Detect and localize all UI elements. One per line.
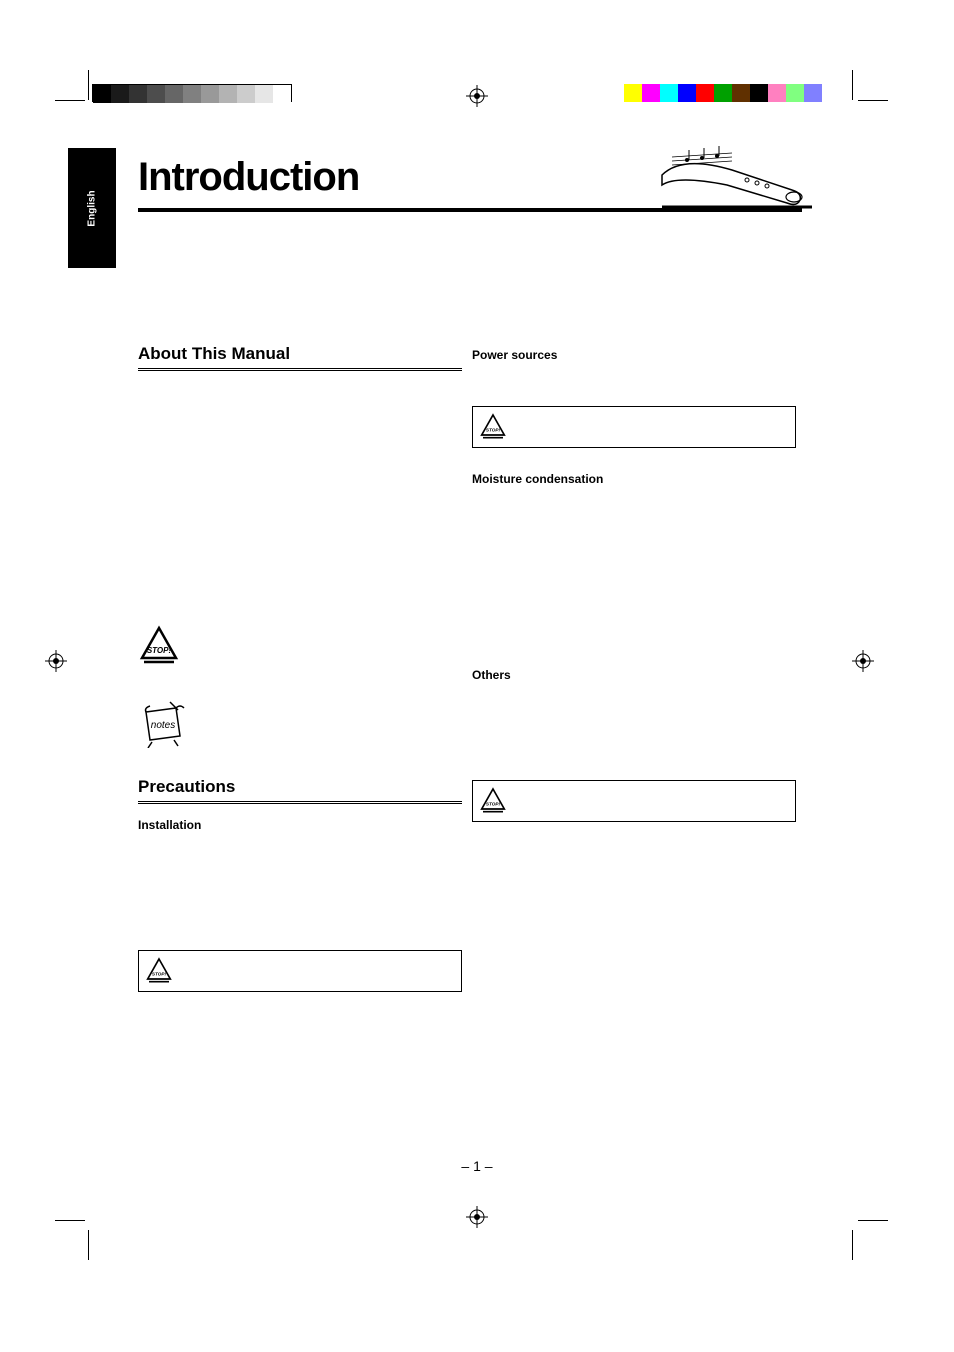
language-tab: English [68, 148, 116, 268]
page-number: – 1 – [0, 1158, 954, 1174]
svg-text:notes: notes [151, 720, 175, 731]
grayscale-bar [92, 84, 292, 102]
crop-mark [88, 1230, 89, 1260]
crop-mark [852, 70, 853, 100]
svg-text:STOP!: STOP! [486, 802, 501, 807]
color-bar [624, 84, 822, 102]
crop-mark [858, 100, 888, 101]
stop-callout: STOP! [138, 950, 462, 992]
stop-callout: STOP! [472, 780, 796, 822]
right-column: Power sources STOP! Moisture condensatio… [472, 344, 796, 832]
svg-text:STOP!: STOP! [147, 646, 172, 655]
crop-mark [55, 100, 85, 101]
notes-icon: notes [138, 700, 462, 753]
registration-target-icon [466, 1206, 488, 1228]
language-label: English [87, 190, 98, 226]
registration-target-icon [466, 85, 488, 107]
subhead-moisture: Moisture condensation [472, 472, 796, 486]
crop-mark [55, 1220, 85, 1221]
subhead-power: Power sources [472, 348, 796, 362]
svg-text:STOP!: STOP! [152, 972, 167, 977]
section-about-title: About This Manual [138, 344, 462, 364]
instrument-icon [652, 145, 812, 215]
page-title: Introduction [138, 155, 359, 200]
subhead-installation: Installation [138, 818, 462, 832]
registration-target-icon [45, 650, 67, 672]
crop-mark [88, 70, 89, 100]
section-rule [138, 368, 462, 371]
section-precautions-title: Precautions [138, 777, 462, 797]
stop-icon: STOP! [138, 625, 462, 672]
crop-mark [858, 1220, 888, 1221]
crop-mark [852, 1230, 853, 1260]
subhead-others: Others [472, 668, 796, 682]
registration-target-icon [852, 650, 874, 672]
stop-icon: STOP! [145, 957, 173, 985]
section-rule [138, 801, 462, 804]
left-column: About This Manual STOP! notes Precaution… [138, 344, 462, 1002]
stop-icon: STOP! [479, 413, 507, 441]
svg-text:STOP!: STOP! [486, 428, 501, 433]
stop-icon: STOP! [479, 787, 507, 815]
stop-callout: STOP! [472, 406, 796, 448]
